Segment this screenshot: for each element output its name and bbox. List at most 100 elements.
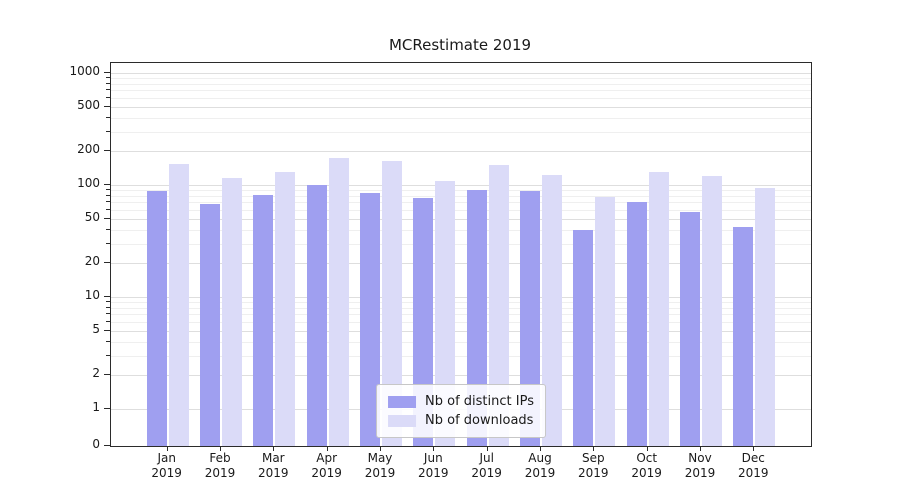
y-tick-label-200: 200	[77, 142, 100, 157]
y-tick-label-50: 50	[84, 209, 100, 224]
gridline-7	[111, 314, 811, 316]
bar-downloads-month-12	[755, 187, 776, 446]
x-tick-12	[753, 446, 755, 451]
x-tick-label-4: Apr 2019	[311, 451, 342, 480]
y-tick-label-5: 5	[92, 321, 100, 336]
bar-distinct-ips-month-10	[626, 202, 647, 446]
y-tick-20	[104, 262, 110, 264]
y-tick-label-1000: 1000	[69, 64, 100, 78]
gridline-800	[111, 83, 811, 85]
y-minor-tick-400	[106, 116, 110, 118]
gridline-8	[111, 307, 811, 309]
gridline-500	[111, 106, 811, 108]
y-minor-tick-8	[106, 306, 110, 308]
gridline-700	[111, 90, 811, 92]
bar-distinct-ips-month-2	[200, 203, 220, 446]
x-tick-2	[220, 446, 221, 451]
bar-downloads-month-10	[648, 172, 669, 446]
gridline-4	[111, 341, 811, 343]
y-minor-tick-90	[106, 189, 110, 191]
bar-distinct-ips-month-7	[466, 190, 487, 446]
x-tick-label-5: May 2019	[364, 451, 396, 480]
bar-downloads-month-9	[595, 197, 616, 446]
y-minor-tick-900	[106, 77, 110, 79]
bar-downloads-month-5	[382, 160, 402, 446]
y-tick-label-100: 100	[77, 176, 100, 190]
x-tick-8	[540, 446, 541, 451]
y-minor-tick-3	[106, 354, 110, 356]
bar-downloads-month-8	[542, 175, 562, 446]
x-tick-label-6: Jun 2019	[418, 451, 449, 480]
bar-distinct-ips-month-9	[573, 229, 594, 446]
y-tick-50	[104, 217, 110, 219]
y-tick-1000	[104, 72, 110, 73]
x-tick-7	[486, 446, 488, 451]
bar-distinct-ips-month-11	[680, 211, 700, 446]
gridline-60	[111, 209, 811, 211]
gridline-1000	[111, 73, 811, 74]
gridline-2	[111, 375, 811, 377]
y-tick-500	[104, 105, 110, 107]
y-tick-10	[104, 296, 110, 297]
gridline-3	[111, 355, 811, 357]
y-tick-label-2: 2	[92, 366, 100, 381]
bar-downloads-month-3	[275, 172, 296, 446]
legend-item-downloads: Nb of downloads	[388, 411, 534, 430]
y-tick-label-500: 500	[77, 97, 100, 112]
x-tick-9	[593, 446, 595, 451]
gridline-5	[111, 330, 811, 332]
y-tick-label-1: 1	[92, 400, 100, 414]
y-tick-label-20: 20	[84, 254, 100, 269]
y-tick-label-10: 10	[84, 288, 100, 302]
y-minor-tick-80	[106, 194, 110, 196]
legend-label-distinct-ips: Nb of distinct IPs	[425, 394, 534, 409]
legend-swatch-downloads	[388, 414, 417, 427]
x-tick-label-10: Oct 2019	[631, 451, 662, 480]
y-tick-100	[104, 184, 110, 185]
bar-downloads-month-1	[168, 163, 189, 446]
y-minor-tick-60	[106, 208, 110, 210]
y-minor-tick-700	[106, 89, 110, 91]
x-tick-3	[273, 446, 275, 451]
y-tick-2	[104, 374, 110, 376]
gridline-400	[111, 117, 811, 119]
y-tick-200	[104, 150, 110, 152]
x-tick-1	[166, 446, 168, 451]
gridline-200	[111, 151, 811, 153]
plot-canvas	[111, 63, 811, 446]
y-minor-tick-300	[106, 130, 110, 132]
plot-area: Nb of distinct IPs Nb of downloads	[110, 62, 812, 447]
y-minor-tick-800	[106, 82, 110, 84]
x-tick-label-8: Aug 2019	[524, 451, 556, 480]
gridline-40	[111, 229, 811, 231]
y-minor-tick-9	[106, 301, 110, 303]
bar-downloads-month-2	[222, 178, 242, 446]
gridline-20	[111, 263, 811, 265]
gridline-6	[111, 321, 811, 323]
x-tick-label-12: Dec 2019	[738, 451, 769, 480]
gridline-9	[111, 302, 811, 304]
gridline-900	[111, 78, 811, 80]
bar-distinct-ips-month-5	[360, 192, 380, 446]
x-tick-4	[326, 446, 328, 451]
x-tick-5	[380, 446, 381, 451]
chart-title: MCRestimate 2019	[388, 36, 532, 54]
x-tick-6	[433, 446, 435, 451]
y-minor-tick-30	[106, 242, 110, 244]
bar-downloads-month-6	[435, 181, 456, 446]
legend-item-distinct-ips: Nb of distinct IPs	[388, 392, 534, 411]
gridline-70	[111, 202, 811, 204]
y-tick-5	[104, 329, 110, 331]
y-tick-0	[104, 445, 110, 446]
y-minor-tick-600	[106, 96, 110, 98]
x-tick-11	[700, 446, 701, 451]
gridline-50	[111, 218, 811, 220]
legend-label-downloads: Nb of downloads	[425, 413, 534, 428]
gridline-600	[111, 97, 811, 99]
bar-downloads-month-4	[328, 157, 349, 446]
x-tick-label-3: Mar 2019	[258, 451, 289, 480]
legend: Nb of distinct IPs Nb of downloads	[376, 384, 546, 438]
bar-distinct-ips-month-4	[306, 185, 327, 446]
y-minor-tick-4	[106, 340, 110, 342]
